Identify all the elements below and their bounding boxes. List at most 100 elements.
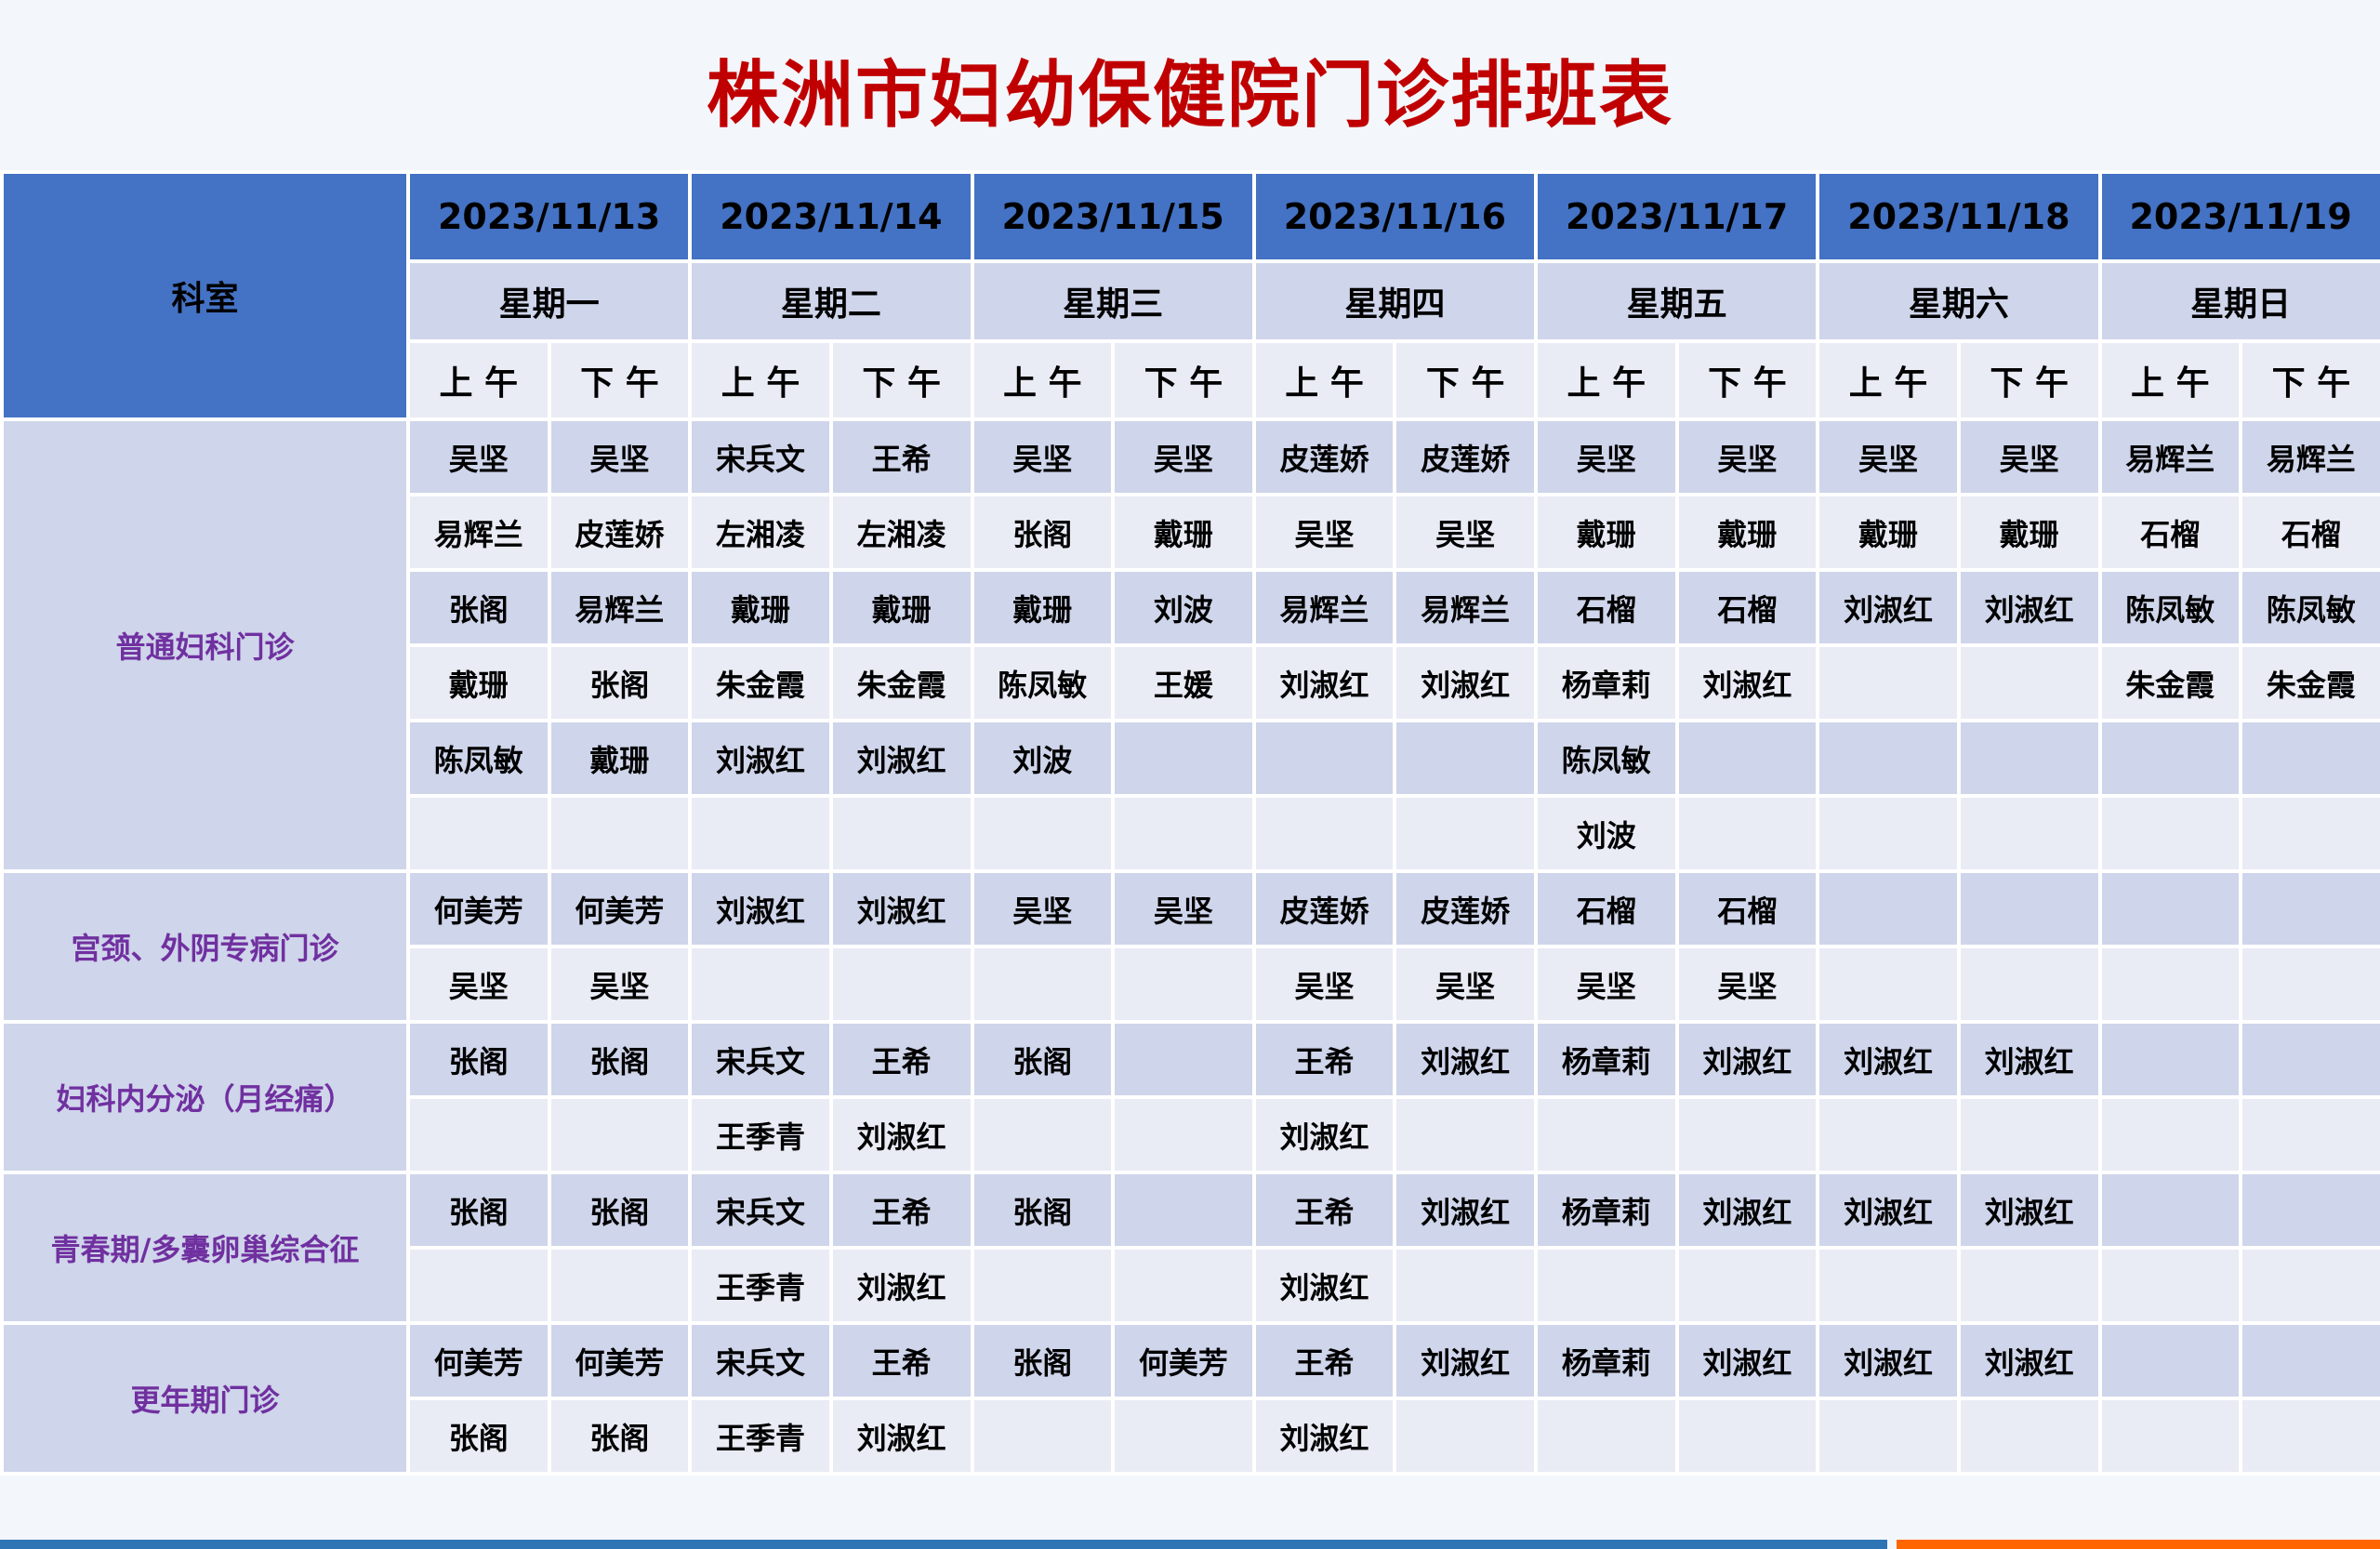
doctor-cell: 戴珊 [1111, 493, 1256, 572]
doctor-cell: 王媛 [1111, 643, 1256, 722]
doctor-cell [1956, 643, 2102, 722]
weekday-header: 星期一 [405, 259, 693, 343]
doctor-cell: 张阁 [547, 643, 693, 722]
doctor-cell: 皮莲娇 [1251, 417, 1397, 496]
doctor-cell [1393, 719, 1538, 798]
schedule-row: 普通妇科门诊 吴坚 吴坚 宋兵文 王希 吴坚 吴坚 皮莲娇 皮莲娇 吴坚 吴坚 吴坚 吴坚 易辉兰 易辉兰 [0, 417, 2380, 873]
weekday-header: 星期四 [1251, 259, 1539, 343]
doctor-cell [406, 794, 551, 873]
doctor-cell [1956, 719, 2102, 798]
doctor-cell: 戴珊 [1956, 493, 2102, 572]
doctor-cell: 杨章莉 [1534, 1321, 1679, 1400]
doctor-cell [828, 794, 974, 873]
department-name: 宫颈、外阴专病门诊 [0, 869, 410, 1024]
doctor-cell [2097, 719, 2243, 798]
doctor-cell [1393, 1095, 1538, 1174]
doctor-cell [1111, 794, 1256, 873]
am-header: 上 午 [1534, 339, 1679, 421]
doctor-cell: 张阁 [406, 1020, 551, 1099]
doctor-cell: 易辉兰 [2097, 417, 2243, 496]
doctor-cell: 吴坚 [970, 869, 1116, 948]
doctor-cell: 杨章莉 [1534, 1171, 1679, 1250]
doctor-cell [1534, 1246, 1679, 1325]
doctor-cell: 王希 [1251, 1020, 1397, 1099]
pm-header: 下 午 [1393, 339, 1538, 421]
doctor-cell: 皮莲娇 [547, 493, 693, 572]
doctor-cell [1816, 869, 1961, 948]
doctor-cell: 易辉兰 [547, 568, 693, 647]
doctor-cell: 戴珊 [1816, 493, 1961, 572]
doctor-cell: 石榴 [1674, 568, 1820, 647]
doctor-cell: 王季青 [688, 1095, 833, 1174]
doctor-cell [1393, 1246, 1538, 1325]
doctor-cell [2239, 1397, 2380, 1476]
doctor-cell: 吴坚 [406, 945, 551, 1024]
doctor-cell [1111, 1246, 1256, 1325]
am-header: 上 午 [2097, 339, 2243, 421]
doctor-cell: 石榴 [2239, 493, 2380, 572]
doctor-cell: 刘淑红 [1251, 1397, 1397, 1476]
date-header: 2023/11/19 [2097, 170, 2380, 263]
doctor-cell: 宋兵文 [688, 1020, 833, 1099]
doctor-cell: 张阁 [406, 1171, 551, 1250]
doctor-cell [1674, 719, 1820, 798]
doctor-cell [1816, 1246, 1961, 1325]
doctor-cell [2239, 719, 2380, 798]
doctor-cell: 王希 [828, 1020, 974, 1099]
doctor-cell: 刘淑红 [1956, 568, 2102, 647]
schedule-row: 宫颈、外阴专病门诊 何美芳 何美芳 刘淑红 刘淑红 吴坚 吴坚 皮莲娇 皮莲娇 石榴 石榴 [0, 869, 2380, 1024]
doctor-cell: 王希 [828, 417, 974, 496]
doctor-cell: 刘淑红 [688, 719, 833, 798]
doctor-cell [2239, 1321, 2380, 1400]
schedule-row: 戴珊 张阁 朱金霞 朱金霞 陈凤敏 王媛 刘淑红 刘淑红 杨章莉 刘淑红 朱金霞 朱金霞 [2, 643, 2380, 722]
doctor-cell: 张阁 [970, 1171, 1116, 1250]
date-header: 2023/11/14 [688, 170, 974, 263]
am-header: 上 午 [688, 339, 833, 421]
doctor-cell: 刘淑红 [688, 869, 833, 948]
doctor-cell [2239, 1246, 2380, 1325]
doctor-cell: 宋兵文 [688, 1171, 833, 1250]
doctor-cell: 刘淑红 [828, 1397, 974, 1476]
doctor-cell: 刘淑红 [1956, 1171, 2102, 1250]
doctor-cell: 刘淑红 [1674, 1171, 1820, 1250]
doctor-cell [1816, 719, 1961, 798]
weekday-header: 星期六 [1816, 259, 2102, 343]
doctor-cell [1674, 1095, 1820, 1174]
date-header: 2023/11/17 [1533, 170, 1820, 263]
weekday-header: 星期五 [1533, 259, 1820, 343]
doctor-cell [2097, 1095, 2243, 1174]
doctor-cell: 张阁 [970, 1321, 1116, 1400]
doctor-cell [1956, 794, 2102, 873]
date-header: 2023/11/18 [1816, 170, 2102, 263]
doctor-cell: 刘淑红 [1251, 1095, 1397, 1174]
doctor-cell [1956, 869, 2102, 948]
doctor-cell: 刘淑红 [1674, 1020, 1820, 1099]
am-header: 上 午 [1816, 339, 1961, 421]
doctor-cell: 吴坚 [547, 417, 693, 496]
doctor-cell: 刘波 [1111, 568, 1256, 647]
doctor-cell: 刘淑红 [1816, 1321, 1961, 1400]
doctor-cell: 宋兵文 [688, 1321, 833, 1400]
doctor-cell: 陈凤敏 [1534, 719, 1679, 798]
doctor-cell: 皮莲娇 [1393, 417, 1538, 496]
doctor-cell: 吴坚 [547, 945, 693, 1024]
department-name: 普通妇科门诊 [0, 417, 410, 873]
doctor-cell: 刘淑红 [1816, 568, 1961, 647]
weekday-header: 星期日 [2097, 259, 2380, 343]
doctor-cell: 朱金霞 [2239, 643, 2380, 722]
doctor-cell: 吴坚 [1816, 417, 1961, 496]
doctor-cell: 张阁 [547, 1171, 693, 1250]
doctor-cell [1956, 1397, 2102, 1476]
doctor-cell: 张阁 [970, 493, 1116, 572]
pm-header: 下 午 [547, 339, 693, 421]
doctor-cell: 吴坚 [1674, 945, 1820, 1024]
doctor-cell: 戴珊 [1674, 493, 1820, 572]
doctor-cell: 朱金霞 [2097, 643, 2243, 722]
pm-header: 下 午 [1674, 339, 1820, 421]
doctor-cell [1816, 794, 1961, 873]
department-name: 妇科内分泌（月经痛） [0, 1020, 410, 1174]
doctor-cell: 戴珊 [406, 643, 551, 722]
bottom-bar-orange [1897, 1540, 2380, 1549]
doctor-cell: 杨章莉 [1534, 1020, 1679, 1099]
doctor-cell: 杨章莉 [1534, 643, 1679, 722]
